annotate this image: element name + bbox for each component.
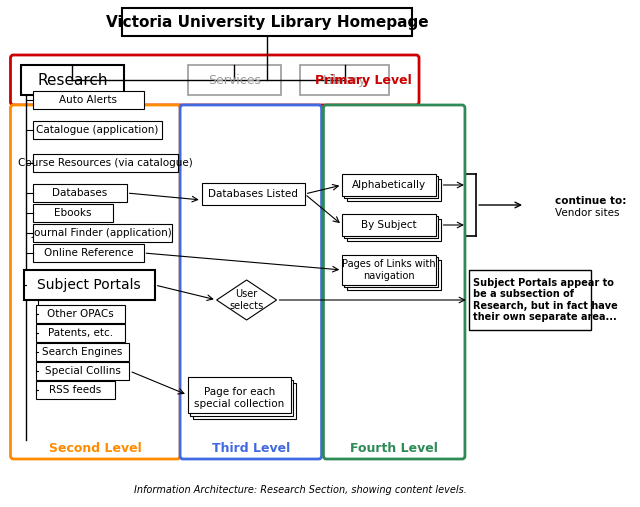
Text: Second Level: Second Level: [49, 442, 141, 454]
Text: RSS feeds: RSS feeds: [49, 385, 102, 395]
Bar: [33, 121, 163, 139]
Bar: [468, 270, 591, 330]
Text: Course Resources (via catalogue): Course Resources (via catalogue): [18, 158, 193, 168]
Bar: [36, 324, 125, 342]
Bar: [344, 216, 438, 238]
Bar: [347, 219, 440, 241]
Bar: [33, 244, 143, 262]
Text: Auto Alerts: Auto Alerts: [60, 95, 117, 105]
Polygon shape: [216, 280, 276, 320]
Bar: [36, 381, 115, 399]
Text: By Subject: By Subject: [361, 220, 417, 230]
Text: Alphabetically: Alphabetically: [352, 180, 426, 190]
Bar: [24, 270, 155, 300]
Text: Journal Finder (application): Journal Finder (application): [32, 228, 173, 238]
FancyBboxPatch shape: [180, 105, 321, 459]
Bar: [33, 91, 143, 109]
Text: Catalogue (application): Catalogue (application): [36, 125, 159, 135]
Bar: [21, 65, 124, 95]
Bar: [33, 224, 172, 242]
Bar: [193, 383, 296, 419]
Text: Third Level: Third Level: [212, 442, 290, 454]
Bar: [202, 183, 305, 205]
Text: Services: Services: [208, 74, 261, 87]
Text: Pages of Links with
navigation: Pages of Links with navigation: [342, 259, 436, 281]
Text: Online Reference: Online Reference: [44, 248, 133, 258]
Text: Search Engines: Search Engines: [42, 347, 123, 357]
Bar: [36, 343, 129, 361]
Bar: [33, 204, 113, 222]
Text: Subject Portals appear to
be a subsection of
Research, but in fact have
their ow: Subject Portals appear to be a subsectio…: [474, 278, 618, 322]
Text: Research: Research: [37, 73, 108, 88]
Bar: [33, 184, 127, 202]
Text: continue to:: continue to:: [555, 196, 627, 206]
Text: Fourth Level: Fourth Level: [350, 442, 438, 454]
Bar: [122, 8, 412, 36]
Text: User
selects: User selects: [230, 289, 264, 311]
Text: Library: Library: [323, 74, 367, 87]
Text: Subject Portals: Subject Portals: [37, 278, 141, 292]
Bar: [188, 377, 291, 413]
Text: Primary Level: Primary Level: [315, 74, 412, 87]
FancyBboxPatch shape: [10, 105, 180, 459]
Bar: [344, 257, 438, 287]
Text: Victoria University Library Homepage: Victoria University Library Homepage: [106, 15, 429, 29]
Bar: [347, 260, 440, 290]
Bar: [191, 380, 294, 416]
Text: Databases: Databases: [52, 188, 108, 198]
Text: Databases Listed: Databases Listed: [208, 189, 298, 199]
Text: Special Collins: Special Collins: [45, 366, 120, 376]
Bar: [36, 362, 129, 380]
FancyBboxPatch shape: [10, 55, 419, 105]
Bar: [342, 214, 436, 236]
Bar: [188, 65, 282, 95]
Bar: [300, 65, 389, 95]
Bar: [33, 154, 178, 172]
Text: Ebooks: Ebooks: [54, 208, 92, 218]
Bar: [347, 179, 440, 201]
Text: Page for each
special collection: Page for each special collection: [194, 387, 284, 409]
Bar: [344, 176, 438, 198]
FancyBboxPatch shape: [323, 105, 465, 459]
Bar: [36, 305, 125, 323]
Bar: [342, 255, 436, 285]
Text: Vendor sites: Vendor sites: [555, 208, 620, 218]
Text: Other OPACs: Other OPACs: [47, 309, 114, 319]
Text: Information Architecture: Research Section, showing content levels.: Information Architecture: Research Secti…: [134, 485, 467, 495]
Text: Patents, etc.: Patents, etc.: [48, 328, 113, 338]
Bar: [342, 174, 436, 196]
